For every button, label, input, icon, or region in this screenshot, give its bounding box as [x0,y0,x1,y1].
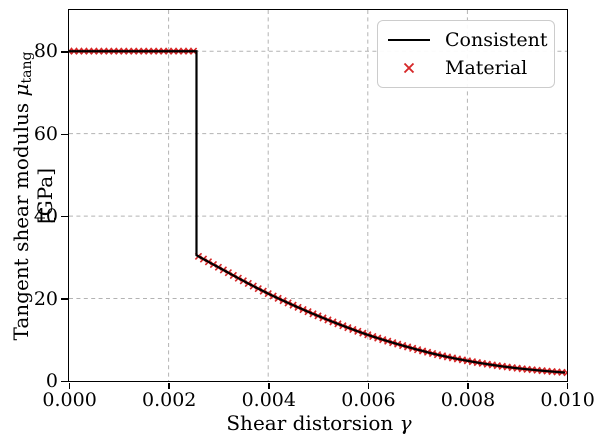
x-tick-mark [268,383,270,389]
y-tick-mark [61,380,68,383]
grid-lines [69,10,567,381]
y-tick-label: 40 [33,205,58,228]
y-tick-label: 20 [33,287,58,310]
x-tick-mark [68,383,71,389]
x-marker-icon [403,62,415,74]
legend: Consistent Material [377,20,555,88]
y-tick-label: 60 [33,122,58,145]
y-tick-mark [61,215,68,218]
x-axis-label: Shear distorsion γ [169,411,469,435]
x-tick-label: 0.002 [141,389,197,411]
y-tick-mark [61,51,68,53]
x-tick-mark [367,383,370,389]
x-tick-label: 0.000 [42,389,97,411]
gamma-symbol: γ [399,411,412,435]
legend-item: Material [388,54,544,82]
y-tick-mark [61,298,68,300]
x-axis-label-text: Shear distorsion [226,411,400,435]
legend-marker-sample [388,62,430,74]
x-tick-label: 0.010 [540,389,595,411]
material-series-markers [69,47,567,377]
chart-canvas [69,10,567,381]
legend-label: Material [445,57,528,79]
x-tick-label: 0.004 [241,389,296,411]
y-tick-mark [61,133,68,136]
x-tick-label: 0.006 [341,389,396,411]
y-tick-label: 0 [45,370,58,393]
consistent-series-line [69,50,566,374]
legend-label: Consistent [445,29,548,51]
y-tick-label: 80 [33,40,58,63]
x-tick-mark [168,383,170,389]
x-tick-label: 0.008 [440,389,496,411]
legend-line-sample [388,38,430,42]
y-axis-label: Tangent shear modulus μtang [GPa] [9,26,57,366]
legend-item: Consistent [388,26,548,54]
x-tick-mark [467,383,469,389]
line-sample-icon [388,38,430,42]
mu-symbol: μ [9,83,33,97]
x-tick-mark [566,383,569,389]
